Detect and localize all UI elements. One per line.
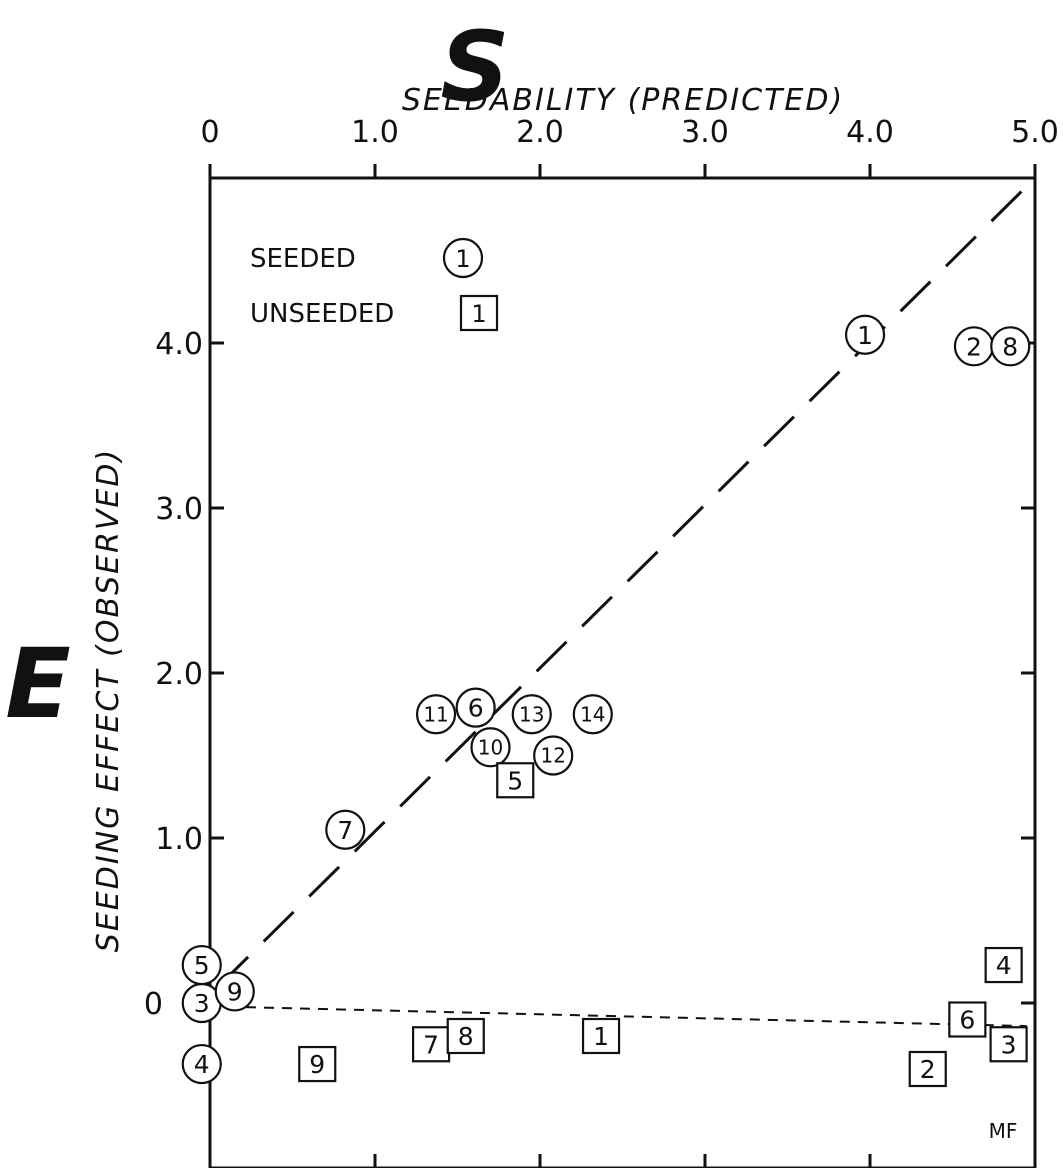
point-label: 1 xyxy=(857,321,873,350)
point-label: 8 xyxy=(458,1022,474,1051)
seeded-point-7: 7 xyxy=(325,809,366,850)
seeded-point-6: 6 xyxy=(455,687,496,728)
point-label: 3 xyxy=(194,989,210,1018)
unseeded-point-3: 3 xyxy=(989,1026,1028,1063)
unseeded-point-2: 2 xyxy=(908,1050,947,1088)
point-label: 2 xyxy=(966,332,982,361)
point-label: 11 xyxy=(423,702,448,726)
legend-seeded-sample: 1 xyxy=(455,245,470,273)
unseeded-point-6: 6 xyxy=(948,1001,987,1038)
square-marker xyxy=(989,1026,1028,1063)
legend-seeded-label: SEEDED xyxy=(250,244,356,274)
point-label: 9 xyxy=(227,977,243,1006)
point-label: 9 xyxy=(309,1050,325,1079)
point-label: 7 xyxy=(337,816,353,845)
square-marker xyxy=(984,946,1023,984)
point-label: 14 xyxy=(580,702,605,726)
circle-marker xyxy=(181,1043,222,1085)
point-label: 4 xyxy=(996,951,1012,980)
x-tick-label: 0 xyxy=(200,115,219,150)
x-tick-label: 3.0 xyxy=(681,115,729,150)
point-label: 13 xyxy=(519,702,544,726)
point-label: 12 xyxy=(540,744,565,768)
circle-marker xyxy=(533,735,574,776)
circle-marker xyxy=(572,694,613,735)
circle-marker xyxy=(990,326,1031,367)
circle-marker xyxy=(214,971,255,1012)
y-tick-label: 0 xyxy=(144,987,163,1022)
seeded-point-5: 5 xyxy=(181,944,222,986)
unseeded-point-9: 9 xyxy=(298,1045,337,1083)
point-label: 4 xyxy=(194,1050,210,1079)
point-label: 6 xyxy=(468,694,484,723)
unseeded-point-5: 5 xyxy=(496,762,535,799)
x-tick-label: 4.0 xyxy=(846,115,894,150)
x-tick-label: 2.0 xyxy=(516,115,564,150)
legend-unseeded-marker xyxy=(459,294,499,332)
circle-marker xyxy=(470,727,511,768)
point-label: 1 xyxy=(593,1022,609,1051)
seeded-point-14: 14 xyxy=(572,694,613,735)
y-tick-label: 2.0 xyxy=(155,657,203,692)
point-label: 6 xyxy=(959,1006,975,1035)
unseeded-point-1: 1 xyxy=(581,1017,621,1055)
seeded-point-10: 10 xyxy=(470,727,511,768)
unseeded-point-7: 7 xyxy=(412,1026,451,1063)
seeded-point-9: 9 xyxy=(214,971,255,1012)
circle-marker xyxy=(325,809,366,850)
y-axis-label: SEEDING EFFECT (OBSERVED) xyxy=(91,448,126,952)
square-marker xyxy=(496,762,535,799)
seeded-point-8: 8 xyxy=(990,326,1031,367)
circle-marker xyxy=(511,694,552,735)
point-label: 7 xyxy=(423,1030,439,1059)
seeded-point-11: 11 xyxy=(415,694,457,735)
circle-marker xyxy=(415,694,457,735)
square-marker xyxy=(446,1017,485,1055)
y-tick-label: 4.0 xyxy=(155,327,203,362)
square-marker xyxy=(581,1017,621,1055)
y-axis-ticks: 0 1.0 2.0 3.0 4.0 xyxy=(144,327,1035,1022)
unseeded-point-8: 8 xyxy=(446,1017,485,1055)
point-label: 2 xyxy=(920,1055,936,1084)
circle-marker xyxy=(455,687,496,728)
seeded-point-4: 4 xyxy=(181,1043,222,1085)
point-label: 8 xyxy=(1002,332,1018,361)
point-label: 10 xyxy=(478,735,503,759)
y-tick-label: 1.0 xyxy=(155,822,203,857)
square-marker xyxy=(908,1050,947,1088)
legend-seeded-marker xyxy=(442,237,484,279)
point-label: 3 xyxy=(1001,1030,1017,1059)
unseeded-point-4: 4 xyxy=(984,946,1023,984)
x-axis-ticks: 0 1.0 2.0 3.0 4.0 5.0 xyxy=(200,115,1059,1168)
square-marker xyxy=(948,1001,987,1038)
signature: MF xyxy=(989,1119,1018,1143)
chart-title: S xyxy=(440,11,509,123)
point-label: 5 xyxy=(194,951,210,980)
y-tick-label: 3.0 xyxy=(155,492,203,527)
seeded-point-1: 1 xyxy=(844,314,886,355)
legend: SEEDED 1 UNSEEDED 1 xyxy=(250,237,499,332)
square-marker xyxy=(298,1045,337,1083)
circle-marker xyxy=(844,314,886,355)
circle-marker xyxy=(181,944,222,986)
x-tick-label: 5.0 xyxy=(1011,115,1059,150)
y-axis-symbol: E xyxy=(5,628,71,740)
seeded-point-13: 13 xyxy=(511,694,552,735)
legend-unseeded-label: UNSEEDED xyxy=(250,299,394,329)
x-tick-label: 1.0 xyxy=(351,115,399,150)
x-axis-label: SEEDABILITY (PREDICTED) xyxy=(402,83,844,118)
legend-unseeded-sample: 1 xyxy=(471,300,486,328)
point-label: 5 xyxy=(507,766,523,795)
seeded-point-2: 2 xyxy=(953,326,995,367)
seeded-point-12: 12 xyxy=(533,735,574,776)
